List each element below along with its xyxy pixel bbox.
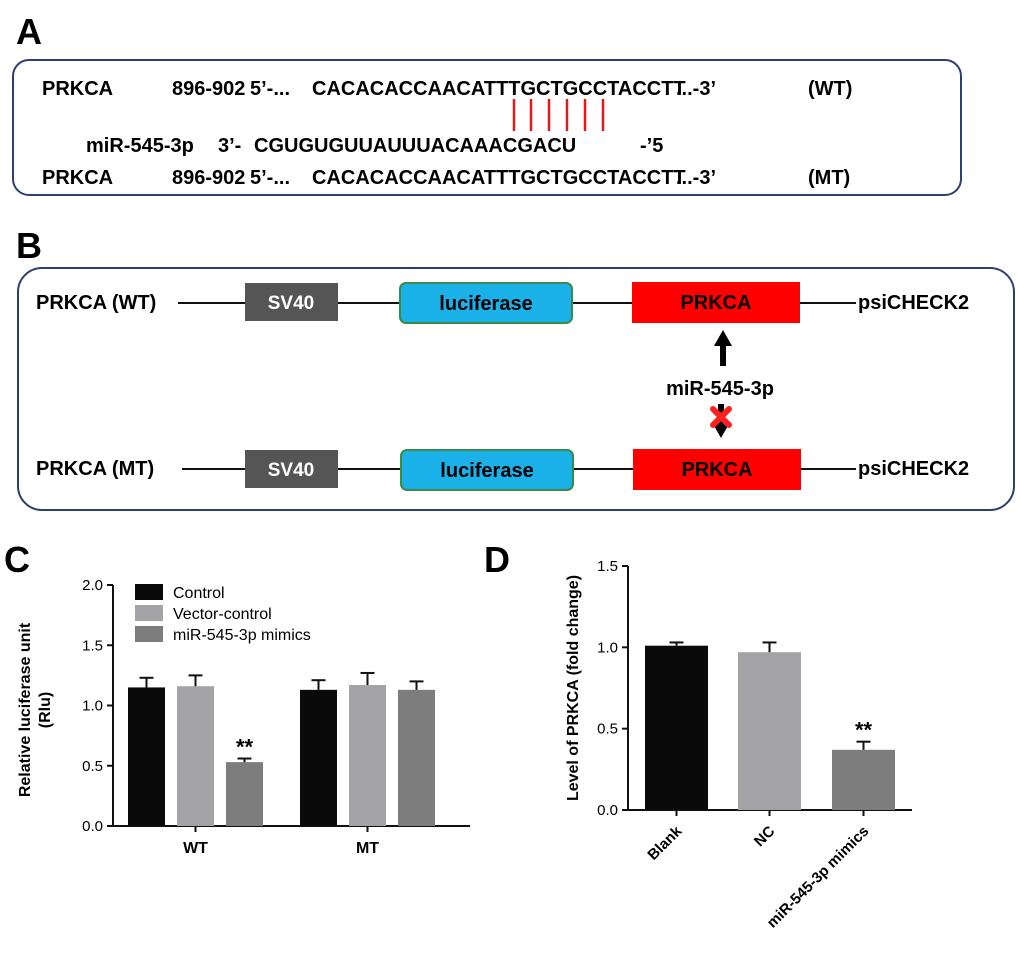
wt-suffix: ...-3’ xyxy=(676,78,716,100)
chart-d-ytick-label: 1.0 xyxy=(597,639,618,656)
chart-d-bar xyxy=(738,652,801,810)
mirna-binding-indicator: miR-545-3p xyxy=(666,330,774,438)
wt-sequence-line: PRKCA 896-902 5’-... CACACACCAACATTTGCTG… xyxy=(42,78,852,100)
wt-tag: (WT) xyxy=(808,78,852,100)
mirna-sequence: CGUGUGUUAUUUACAAACGACU xyxy=(254,135,576,157)
chart-c-legend-label: miR-545-3p mimics xyxy=(173,627,311,644)
chart-c-bar xyxy=(177,686,214,826)
chart-d-significance-label: ** xyxy=(855,718,873,743)
panel-b-letter: B xyxy=(16,225,42,266)
mt-construct-label: PRKCA (MT) xyxy=(36,458,154,480)
chart-d-bar xyxy=(645,645,708,810)
base-pairing-lines xyxy=(512,99,605,131)
chart-d-ylabel: Level of PRKCA (fold change) xyxy=(565,575,582,801)
mt-vector-label: psiCHECK2 xyxy=(858,458,969,480)
chart-c-ylabel: Relative luciferase unit (Rlu) xyxy=(17,622,54,797)
wt-sv40-box xyxy=(245,283,338,321)
mt-prkca-box xyxy=(633,449,801,490)
mt-sequence: CACACACCAACATTTGCTGCCTACCTT xyxy=(312,167,686,189)
mirna-label: miR-545-3p xyxy=(666,378,774,400)
chart-c-bar xyxy=(349,685,386,826)
mt-tag: (MT) xyxy=(808,167,850,189)
chart-c-legend-label: Control xyxy=(173,585,225,602)
mt-gene-name: PRKCA xyxy=(42,167,113,189)
panel-c-letter: C xyxy=(4,539,30,580)
wt-sv40-label: SV40 xyxy=(268,293,314,314)
wt-construct-label: PRKCA (WT) xyxy=(36,292,156,314)
chart-c-bar xyxy=(128,687,165,826)
wt-prkca-label: PRKCA xyxy=(680,292,751,314)
panel-a-frame xyxy=(12,59,962,196)
wt-position: 896-902 xyxy=(172,78,245,100)
mt-construct: PRKCA (MT) SV40 luciferase PRKCA psiCHEC… xyxy=(36,449,969,491)
chart-d-bar xyxy=(832,749,895,810)
wt-prkca-box xyxy=(632,282,800,323)
chart-c-legend-swatch xyxy=(135,626,163,642)
wt-luciferase-box xyxy=(399,282,573,324)
chart-c-bar xyxy=(226,762,263,826)
mt-luciferase-label: luciferase xyxy=(440,460,533,482)
mt-sv40-box xyxy=(245,450,338,488)
chart-d-xtick-label: NC xyxy=(751,823,778,850)
mirna-name: miR-545-3p xyxy=(86,135,194,157)
wt-sequence: CACACACCAACATTTGCTGCCTACCTT xyxy=(312,78,686,100)
mt-sequence-line: PRKCA 896-902 5’-... CACACACCAACATTTGCTG… xyxy=(42,167,850,189)
blocked-cross-icon xyxy=(710,406,732,428)
chart-c-ylabel-line2: (Rlu) xyxy=(37,692,54,728)
mt-position: 896-902 xyxy=(172,167,245,189)
chart-c: 0.0 0.5 1.0 1.5 2.0 WT MT ** Control Vector-contr… xyxy=(82,577,470,857)
chart-c-ytick-label: 0.5 xyxy=(82,758,103,775)
chart-c-bar xyxy=(300,689,337,826)
panel-a-letter: A xyxy=(16,11,42,52)
chart-c-ytick-label: 1.0 xyxy=(82,698,103,715)
mt-prefix: 5’-... xyxy=(250,167,290,189)
chart-c-xtick-label: MT xyxy=(356,840,379,857)
mirna-prefix: 3’- xyxy=(218,135,241,157)
binding-arrow-up-icon xyxy=(714,330,732,366)
wt-construct: PRKCA (WT) SV40 luciferase PRKCA psiCHEC… xyxy=(36,282,969,324)
panel-d-letter: D xyxy=(484,539,510,580)
chart-d-xtick-label: Blank xyxy=(644,822,685,863)
chart-c-ylabel-line1: Relative luciferase unit xyxy=(17,622,34,797)
chart-c-legend-swatch xyxy=(135,605,163,621)
chart-d-ytick-label: 0.5 xyxy=(597,721,618,738)
mt-sv40-label: SV40 xyxy=(268,460,314,481)
wt-vector-label: psiCHECK2 xyxy=(858,292,969,314)
wt-gene-name: PRKCA xyxy=(42,78,113,100)
chart-c-xtick-label: WT xyxy=(183,840,208,857)
chart-c-ytick-label: 2.0 xyxy=(82,577,103,594)
chart-c-significance-label: ** xyxy=(236,735,254,760)
mt-prkca-label: PRKCA xyxy=(681,459,752,481)
chart-d-xtick-label: miR-545-3p mimics xyxy=(764,823,873,932)
mt-suffix: ...-3’ xyxy=(676,167,716,189)
wt-prefix: 5’-... xyxy=(250,78,290,100)
chart-c-bar xyxy=(398,689,435,826)
mt-luciferase-box xyxy=(400,449,574,491)
chart-d-ytick-label: 0.0 xyxy=(597,802,618,819)
chart-c-ytick-label: 1.5 xyxy=(82,637,103,654)
chart-c-legend-label: Vector-control xyxy=(173,606,272,623)
mirna-suffix: -’5 xyxy=(640,135,663,157)
wt-luciferase-label: luciferase xyxy=(439,293,532,315)
chart-d-ytick-label: 1.5 xyxy=(597,558,618,575)
chart-c-ytick-label: 0.0 xyxy=(82,818,103,835)
chart-c-legend-swatch xyxy=(135,584,163,600)
panel-b-frame xyxy=(17,267,1015,511)
mirna-sequence-line: miR-545-3p 3’- CGUGUGUUAUUUACAAACGACU -’… xyxy=(86,135,663,157)
